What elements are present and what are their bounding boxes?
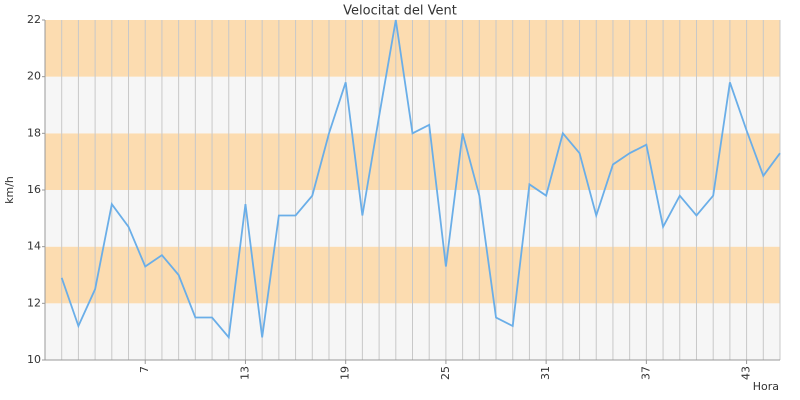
y-tick-label: 10	[27, 353, 41, 366]
x-tick-label: 19	[339, 366, 352, 380]
x-tick-label: 7	[138, 366, 151, 373]
x-tick-label: 43	[740, 366, 753, 380]
line	[60, 19, 781, 340]
x-tick-label: 31	[539, 366, 552, 380]
y-axis-label: km/h	[3, 176, 16, 204]
x-tick-label: 25	[439, 366, 452, 380]
x-tick-label: 13	[238, 366, 251, 380]
y-tick-label: 16	[27, 183, 41, 196]
y-tick-label: 22	[27, 13, 41, 26]
y-tick-label: 14	[27, 240, 41, 253]
y-tick-label: 20	[27, 70, 41, 83]
x-axis-label: Hora	[753, 380, 779, 393]
y-tick-label: 18	[27, 126, 41, 139]
y-tick-label: 12	[27, 296, 41, 309]
chart-title: Velocitat del Vent	[343, 4, 457, 19]
x-tick-label: 37	[639, 366, 652, 380]
